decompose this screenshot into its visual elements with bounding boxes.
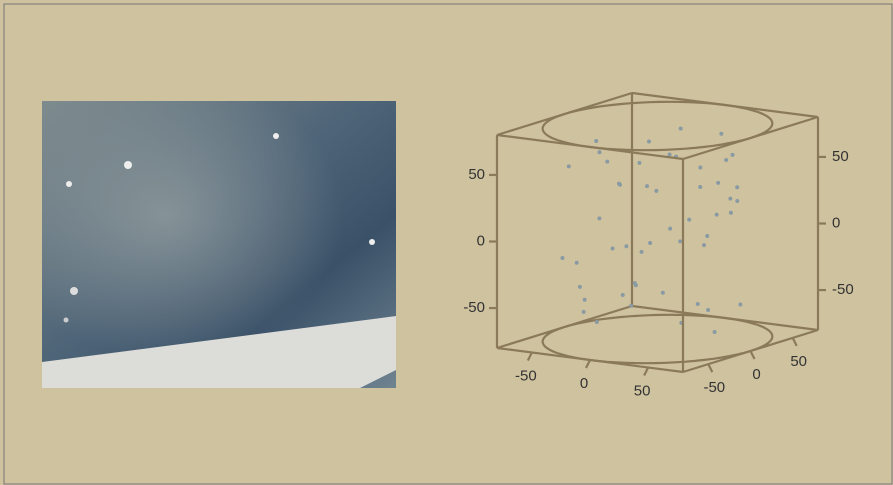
screen: -50 0 50 -50 0 50 -50 -50 0 0 50 50 (0, 0, 893, 485)
point (713, 330, 717, 334)
point (724, 158, 728, 162)
point (611, 247, 615, 251)
speck (70, 287, 78, 295)
point (661, 291, 665, 295)
point (738, 303, 742, 307)
photo (42, 101, 396, 388)
point (617, 182, 621, 186)
point (668, 153, 672, 157)
z-tick-label: 0 (832, 214, 840, 231)
point (678, 239, 682, 243)
point (719, 132, 723, 136)
z-tick-label: -50 (463, 299, 485, 316)
point (597, 150, 601, 154)
point (560, 256, 564, 260)
point (698, 165, 702, 169)
speck (66, 181, 72, 187)
point (647, 139, 651, 143)
point (687, 218, 691, 222)
point (705, 234, 709, 238)
point (735, 185, 739, 189)
point (575, 261, 579, 265)
speck (124, 161, 132, 169)
point (668, 227, 672, 231)
point (582, 310, 586, 314)
point (679, 127, 683, 131)
y-tick-label: 50 (790, 353, 807, 370)
y-tick-label: 0 (752, 366, 760, 383)
point (715, 213, 719, 217)
x-tick-label: 0 (580, 375, 588, 392)
point (597, 216, 601, 220)
point (595, 320, 599, 324)
point (638, 161, 642, 165)
point (640, 250, 644, 254)
point (731, 153, 735, 157)
point (729, 211, 733, 215)
speck (369, 239, 375, 245)
point (706, 308, 710, 312)
speck (64, 318, 69, 323)
point (634, 283, 638, 287)
point (624, 244, 628, 248)
speck (273, 133, 279, 139)
point (702, 243, 706, 247)
z-tick-label: 0 (477, 232, 485, 249)
x-tick-label: 50 (634, 382, 651, 399)
point (583, 298, 587, 302)
point (567, 164, 571, 168)
point (728, 197, 732, 201)
point (629, 304, 633, 308)
z-tick-label: -50 (832, 281, 854, 298)
z-tick-label: 50 (468, 166, 485, 183)
point (696, 302, 700, 306)
point (621, 293, 625, 297)
point (654, 189, 658, 193)
point (645, 184, 649, 188)
z-tick-label: 50 (832, 148, 849, 165)
point (648, 241, 652, 245)
point (716, 181, 720, 185)
point (698, 185, 702, 189)
point (735, 199, 739, 203)
x-tick-label: -50 (515, 367, 537, 384)
point (578, 285, 582, 289)
point (605, 160, 609, 164)
point (594, 139, 598, 143)
y-tick-label: -50 (703, 379, 725, 396)
